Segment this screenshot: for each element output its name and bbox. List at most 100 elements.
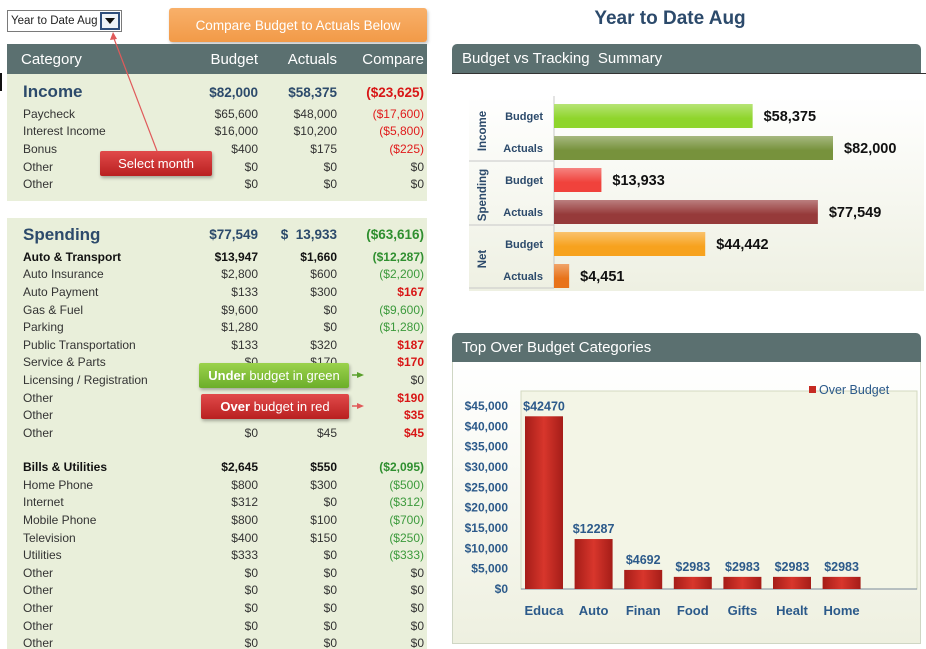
under-text: budget in green	[245, 368, 340, 383]
summary-bar-shine	[554, 200, 818, 224]
row-category: Bonus	[23, 141, 58, 156]
bar-label: Budget	[505, 111, 543, 123]
y-tick-label: $45,000	[465, 399, 509, 413]
bar-value-label: $13,933	[612, 173, 664, 189]
income-budget: $82,000	[209, 84, 258, 100]
spending-label: Spending	[23, 224, 101, 244]
compare-banner: Compare Budget to Actuals Below	[169, 8, 427, 42]
group-label: Net	[477, 250, 489, 269]
y-tick-label: $35,000	[465, 440, 509, 454]
budget-table: Category Budget Actuals Compare Income $…	[7, 44, 427, 649]
row-actuals: $0	[323, 495, 337, 510]
row-actuals: $0	[323, 565, 337, 580]
header-compare: Compare	[362, 50, 424, 68]
y-tick-label: $0	[495, 582, 509, 596]
group-label: Income	[477, 111, 489, 151]
summary-panel-title: Budget vs Tracking Summary	[462, 50, 663, 67]
row-actuals: $300	[310, 284, 337, 299]
row-category: Public Transportation	[23, 337, 136, 352]
spending-section: Spending $77,549 $ 13,933 ($63,616) Auto…	[7, 217, 427, 649]
cell-cursor	[0, 73, 2, 91]
row-compare: ($5,800)	[379, 124, 424, 139]
y-tick-label: $15,000	[465, 521, 509, 535]
row-actuals: $0	[323, 636, 337, 649]
income-actuals: $58,375	[288, 84, 337, 100]
summary-bar-shine	[554, 168, 602, 192]
column-bar	[525, 416, 563, 589]
row-actuals: $100	[310, 513, 337, 528]
auto-compare: ($12,287)	[372, 249, 424, 264]
row-budget: $1,280	[221, 320, 258, 335]
row-actuals: $0	[323, 159, 337, 174]
row-actuals: $0	[323, 548, 337, 563]
bar-value-label: $4,451	[580, 269, 624, 285]
bar-value-label: $77,549	[829, 205, 881, 221]
x-tick-label: Finan	[626, 603, 661, 618]
row-category: Other	[23, 177, 54, 192]
table-row: Other $0 $0 $0	[7, 582, 427, 600]
auto-label: Auto & Transport	[23, 249, 121, 264]
summary-panel-header: Budget vs Tracking Summary	[452, 44, 921, 73]
row-compare: $187	[397, 337, 424, 352]
row-actuals: $300	[310, 477, 337, 492]
month-select[interactable]: Year to Date Aug	[7, 10, 122, 32]
table-row: Mobile Phone $800 $100 ($700)	[7, 511, 427, 529]
summary-chart: Income Budget $58,375 Actuals $82,000 Spendin…	[469, 96, 896, 289]
row-compare: $0	[410, 583, 424, 598]
table-header: Category Budget Actuals Compare	[7, 44, 427, 74]
row-category: Mobile Phone	[23, 513, 97, 528]
bills-rows: Home Phone $800 $300 ($500) Internet $312 $0 ($…	[7, 476, 427, 649]
row-category: Other	[23, 408, 54, 423]
x-tick-label: Home	[824, 603, 860, 618]
row-compare: $0	[410, 618, 424, 633]
column-value-label: $4692	[626, 553, 661, 567]
row-budget: $0	[244, 601, 258, 616]
row-compare: $0	[410, 565, 424, 580]
summary-bar-shine	[554, 136, 833, 160]
row-compare: $0	[410, 601, 424, 616]
row-actuals: $150	[310, 530, 337, 545]
row-category: Paycheck	[23, 106, 76, 121]
column-value-label: $2983	[725, 560, 760, 574]
row-category: Service & Parts	[23, 355, 106, 370]
bar-label: Actuals	[503, 207, 543, 219]
row-compare: ($17,600)	[372, 106, 424, 121]
row-category: Gas & Fuel	[23, 302, 84, 317]
row-budget: $0	[244, 565, 258, 580]
top-over-budget-chart-area: $0 $5,000 $10,000 $15,000 $20,000 $25,000 $30,…	[452, 362, 921, 644]
column-value-label: $2983	[775, 560, 810, 574]
income-total-row: Income $82,000 $58,375 ($23,625)	[7, 79, 427, 105]
bills-label: Bills & Utilities	[23, 460, 108, 475]
row-compare: $167	[397, 284, 424, 299]
row-budget: $16,000	[214, 124, 258, 139]
table-row: Interest Income $16,000 $10,200 ($5,800)	[7, 123, 427, 141]
row-category: Home Phone	[23, 477, 94, 492]
row-category: Other	[23, 636, 54, 649]
top-panel-header: Top Over Budget Categories	[452, 333, 921, 362]
row-budget: $65,600	[214, 106, 258, 121]
group-label: Spending	[477, 169, 489, 221]
table-row: Home Phone $800 $300 ($500)	[7, 476, 427, 494]
table-row: Licensing / Registration $0	[7, 371, 427, 389]
table-row: Auto Payment $133 $300 $167	[7, 283, 427, 301]
column-bar	[574, 539, 613, 589]
row-compare: ($2,200)	[379, 267, 424, 282]
select-month-arrowhead	[110, 32, 117, 40]
table-row: Utilities $333 $0 ($333)	[7, 546, 427, 564]
column-bar	[624, 569, 663, 589]
row-compare: $0	[410, 177, 424, 192]
header-actuals: Actuals	[287, 50, 337, 68]
row-category: Other	[23, 618, 54, 633]
row-compare: ($1,280)	[379, 320, 424, 335]
column-bar	[822, 576, 861, 589]
table-row: Public Transportation $133 $320 $187	[7, 336, 427, 354]
bar-value-label: $82,000	[844, 141, 896, 157]
row-actuals: $175	[310, 141, 337, 156]
row-budget: $400	[231, 141, 258, 156]
spending-actuals: $ 13,933	[280, 227, 337, 243]
chevron-down-icon[interactable]	[100, 12, 120, 30]
row-category: Utilities	[23, 548, 62, 563]
row-budget: $800	[231, 477, 258, 492]
y-tick-label: $5,000	[471, 562, 508, 576]
y-tick-label: $40,000	[465, 419, 509, 433]
